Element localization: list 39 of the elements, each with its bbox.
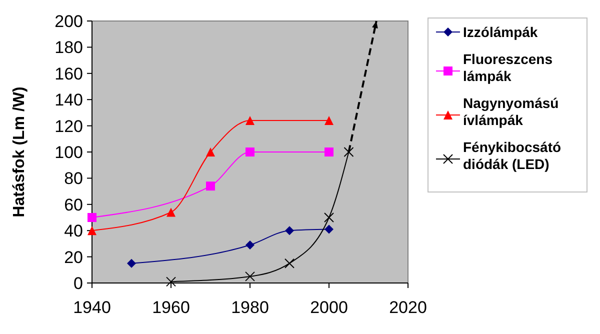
point	[246, 116, 254, 126]
x-tick-label: 1980	[231, 298, 269, 317]
point	[324, 224, 334, 234]
point	[245, 271, 255, 282]
legend-label: Fluoreszcens lámpák	[463, 50, 553, 84]
y-tick-label: 140	[54, 90, 83, 110]
point	[127, 258, 136, 268]
legend-label: Fénykibocsátó diódák (LED)	[463, 138, 562, 172]
y-tick-label: 40	[64, 222, 83, 241]
point	[324, 212, 334, 222]
point	[324, 116, 334, 126]
point	[206, 182, 215, 191]
point	[88, 226, 96, 236]
point	[344, 147, 354, 157]
point	[206, 148, 215, 156]
point	[166, 276, 176, 287]
legend-label: Izzólámpák	[463, 24, 538, 40]
legend-label: Nagynyomású ívlámpák	[463, 94, 559, 128]
y-tick-label: 120	[54, 116, 83, 136]
x-tick-label: 2020	[389, 298, 427, 317]
y-tick-label: 0	[74, 274, 83, 293]
y-tick-label: 20	[64, 248, 83, 267]
point	[285, 226, 294, 236]
y-tick-label: 200	[54, 12, 83, 31]
y-tick-label: 100	[54, 142, 83, 162]
y-axis-title: Hatásfok (Lm /W)	[11, 86, 28, 218]
x-tick-label: 2000	[310, 298, 348, 317]
point	[324, 148, 334, 156]
point	[246, 148, 254, 156]
x-tick-label: 1940	[73, 298, 111, 317]
y-tick-label: 160	[54, 64, 83, 84]
point	[246, 240, 254, 250]
y-tick-label: 60	[64, 195, 83, 214]
y-tick-label: 180	[54, 38, 83, 58]
y-tick-label: 80	[64, 169, 83, 188]
point	[166, 208, 176, 217]
point	[284, 258, 294, 268]
x-tick-label: 1960	[152, 298, 190, 317]
point	[88, 213, 96, 222]
